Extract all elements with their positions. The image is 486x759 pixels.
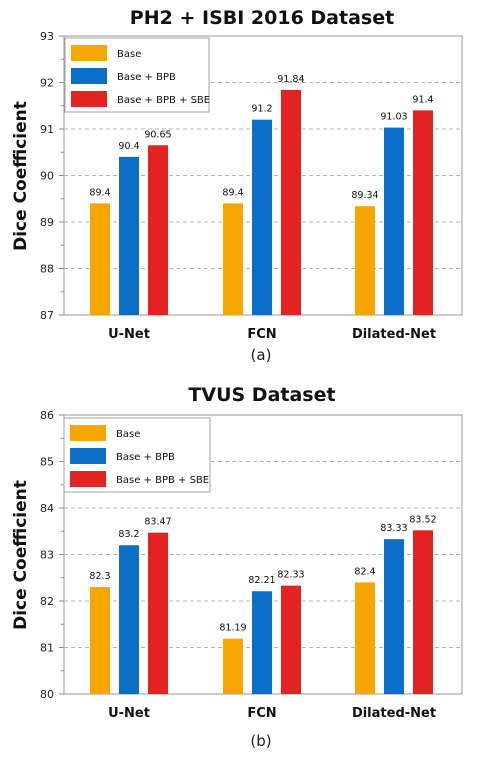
y-tick-label: 81 bbox=[40, 642, 54, 655]
bar-value-label: 89.4 bbox=[222, 187, 243, 198]
chart-a-plot: 87 88 89 90 91 92 93 89.4 90.4 90.65 U-Net 89.4 91.2… bbox=[40, 30, 462, 342]
y-tick-label: 80 bbox=[40, 688, 54, 701]
chart-a: PH2 + ISBI 2016 Dataset Dice Coefficient… bbox=[11, 7, 462, 364]
x-tick-label: U-Net bbox=[108, 327, 150, 342]
chart-b-title: TVUS Dataset bbox=[188, 384, 335, 406]
x-tick-label: Dilated-Net bbox=[352, 327, 436, 342]
bar-value-label: 82.21 bbox=[248, 575, 275, 586]
bar-value-label: 83.52 bbox=[409, 514, 436, 525]
chart-b-ylabel: Dice Coefficient bbox=[11, 480, 31, 630]
bar-value-label: 89.4 bbox=[89, 187, 110, 198]
y-tick-label: 85 bbox=[40, 456, 54, 469]
y-tick-label: 93 bbox=[40, 30, 54, 43]
bar-value-label: 91.4 bbox=[412, 94, 433, 105]
bar-value-label: 82.33 bbox=[277, 570, 304, 581]
bar-value-label: 91.2 bbox=[251, 104, 272, 115]
bar bbox=[252, 120, 272, 315]
bar bbox=[223, 203, 243, 315]
x-tick-label: FCN bbox=[247, 706, 276, 721]
bar-value-label: 81.19 bbox=[219, 623, 246, 634]
y-tick-label: 84 bbox=[40, 502, 54, 515]
legend-swatch bbox=[71, 45, 107, 61]
bar bbox=[90, 587, 110, 694]
bar bbox=[148, 145, 168, 315]
bar bbox=[355, 582, 375, 694]
legend-swatch bbox=[70, 448, 106, 464]
legend-label: Base + BPB + SBE bbox=[116, 475, 209, 486]
legend: Base Base + BPB Base + BPB + SBE bbox=[65, 38, 210, 112]
legend: Base Base + BPB Base + BPB + SBE bbox=[64, 418, 210, 492]
bar-value-label: 83.33 bbox=[380, 523, 407, 534]
chart-a-ylabel: Dice Coefficient bbox=[11, 101, 31, 251]
x-tick-label: Dilated-Net bbox=[352, 706, 436, 721]
legend-label: Base + BPB + SBE bbox=[117, 95, 210, 106]
bar-value-label: 82.3 bbox=[89, 571, 110, 582]
x-tick-label: FCN bbox=[247, 327, 276, 342]
bar bbox=[252, 591, 272, 694]
legend-swatch bbox=[70, 425, 106, 441]
bar bbox=[223, 639, 243, 694]
y-tick-label: 90 bbox=[40, 170, 54, 183]
y-tick-label: 88 bbox=[40, 263, 54, 276]
legend-swatch bbox=[71, 68, 107, 84]
bar-value-label: 83.2 bbox=[118, 529, 139, 540]
chart-a-caption: (a) bbox=[251, 346, 272, 364]
bar bbox=[281, 586, 301, 694]
chart-b-plot: 80 81 82 83 84 85 86 82.3 83.2 83.47 U-Net 81.19 82.… bbox=[40, 409, 462, 721]
legend-label: Base bbox=[116, 429, 140, 440]
chart-b: TVUS Dataset Dice Coefficient (b) 80 81 82… bbox=[11, 384, 462, 750]
bar-value-label: 82.4 bbox=[354, 566, 375, 577]
bar bbox=[413, 530, 433, 694]
bar bbox=[90, 203, 110, 315]
bar bbox=[119, 157, 139, 315]
bar-value-label: 91.84 bbox=[277, 74, 304, 85]
bar-value-label: 90.65 bbox=[144, 129, 171, 140]
legend-label: Base bbox=[117, 49, 141, 60]
bar bbox=[384, 128, 404, 315]
y-tick-label: 89 bbox=[40, 216, 54, 229]
bar-value-label: 89.34 bbox=[351, 190, 378, 201]
legend-swatch bbox=[70, 471, 106, 487]
y-tick-label: 83 bbox=[40, 549, 54, 562]
y-tick-label: 91 bbox=[40, 123, 54, 136]
chart-a-title: PH2 + ISBI 2016 Dataset bbox=[130, 7, 394, 29]
bar-value-label: 91.03 bbox=[380, 112, 407, 123]
bar bbox=[119, 545, 139, 694]
legend-label: Base + BPB bbox=[117, 72, 176, 83]
bar bbox=[148, 533, 168, 694]
bar bbox=[355, 206, 375, 315]
bar bbox=[413, 110, 433, 315]
bar bbox=[384, 539, 404, 694]
bar-value-label: 90.4 bbox=[118, 141, 139, 152]
y-tick-label: 87 bbox=[40, 309, 54, 322]
y-tick-label: 86 bbox=[40, 409, 54, 422]
bar bbox=[281, 90, 301, 315]
y-tick-label: 82 bbox=[40, 595, 54, 608]
legend-swatch bbox=[71, 91, 107, 107]
legend-label: Base + BPB bbox=[116, 452, 175, 463]
y-tick-label: 92 bbox=[40, 77, 54, 90]
chart-b-caption: (b) bbox=[250, 732, 271, 750]
x-tick-label: U-Net bbox=[108, 706, 150, 721]
bar-value-label: 83.47 bbox=[144, 517, 171, 528]
